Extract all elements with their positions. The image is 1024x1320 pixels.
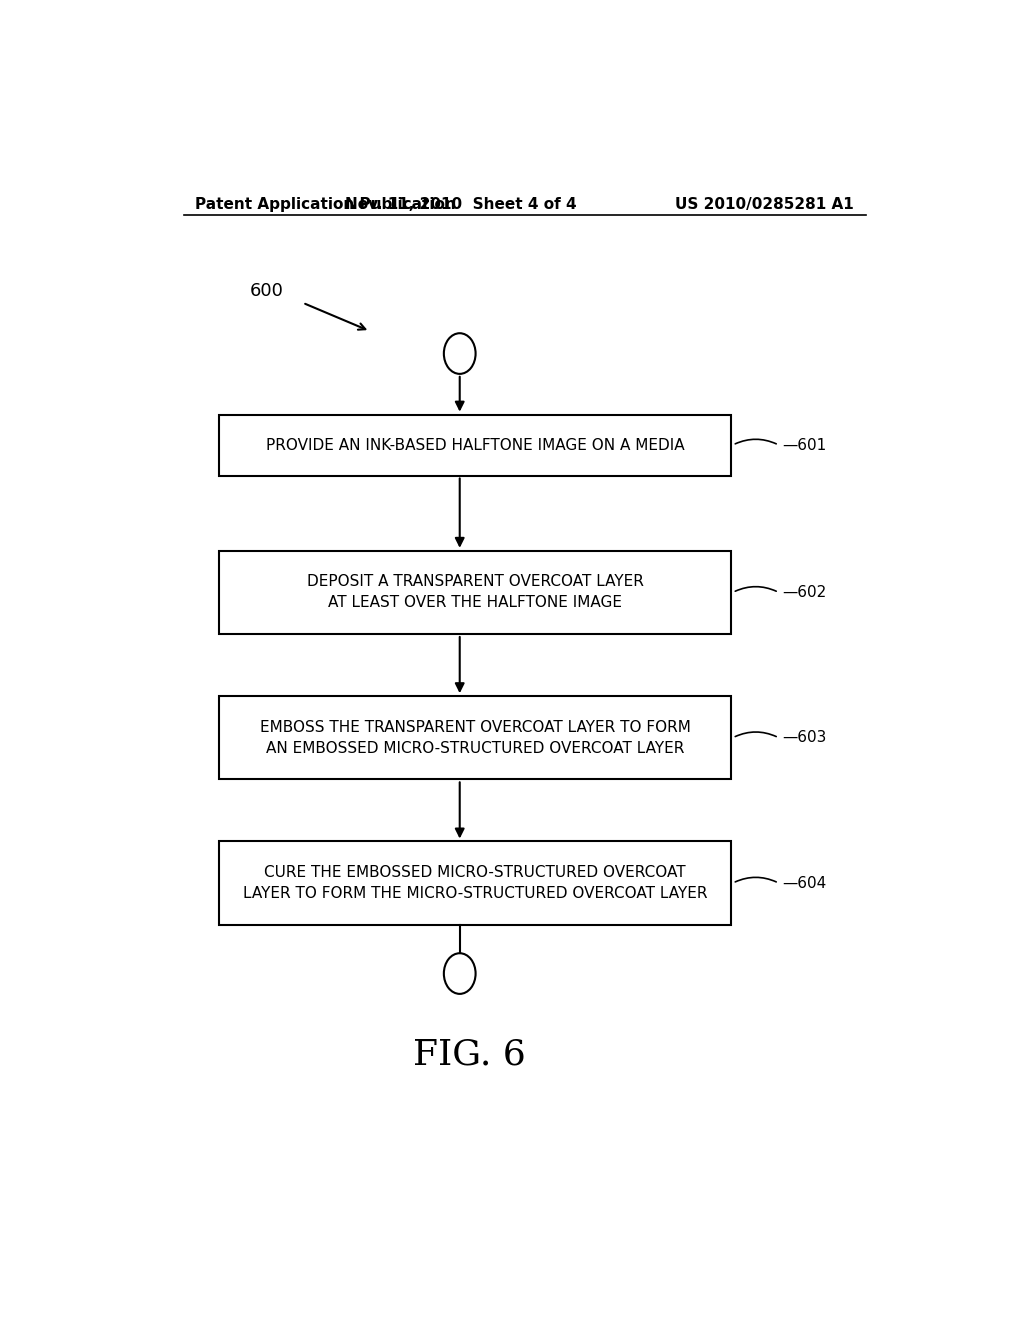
Text: DEPOSIT A TRANSPARENT OVERCOAT LAYER
AT LEAST OVER THE HALFTONE IMAGE: DEPOSIT A TRANSPARENT OVERCOAT LAYER AT … — [307, 574, 644, 610]
Text: —602: —602 — [782, 585, 827, 599]
Text: 600: 600 — [250, 281, 284, 300]
Bar — [219, 841, 731, 925]
Text: Patent Application Publication: Patent Application Publication — [196, 197, 457, 211]
Bar — [219, 696, 731, 779]
Text: FIG. 6: FIG. 6 — [413, 1038, 525, 1072]
Text: EMBOSS THE TRANSPARENT OVERCOAT LAYER TO FORM
AN EMBOSSED MICRO-STRUCTURED OVERC: EMBOSS THE TRANSPARENT OVERCOAT LAYER TO… — [260, 719, 690, 756]
Text: Nov. 11, 2010  Sheet 4 of 4: Nov. 11, 2010 Sheet 4 of 4 — [345, 197, 578, 211]
Text: —601: —601 — [782, 437, 827, 453]
Bar — [219, 414, 731, 475]
Text: —604: —604 — [782, 875, 827, 891]
Bar — [219, 550, 731, 634]
Text: PROVIDE AN INK-BASED HALFTONE IMAGE ON A MEDIA: PROVIDE AN INK-BASED HALFTONE IMAGE ON A… — [266, 437, 684, 453]
Text: CURE THE EMBOSSED MICRO-STRUCTURED OVERCOAT
LAYER TO FORM THE MICRO-STRUCTURED O: CURE THE EMBOSSED MICRO-STRUCTURED OVERC… — [243, 865, 708, 902]
Text: —603: —603 — [782, 730, 827, 746]
Text: US 2010/0285281 A1: US 2010/0285281 A1 — [676, 197, 854, 211]
